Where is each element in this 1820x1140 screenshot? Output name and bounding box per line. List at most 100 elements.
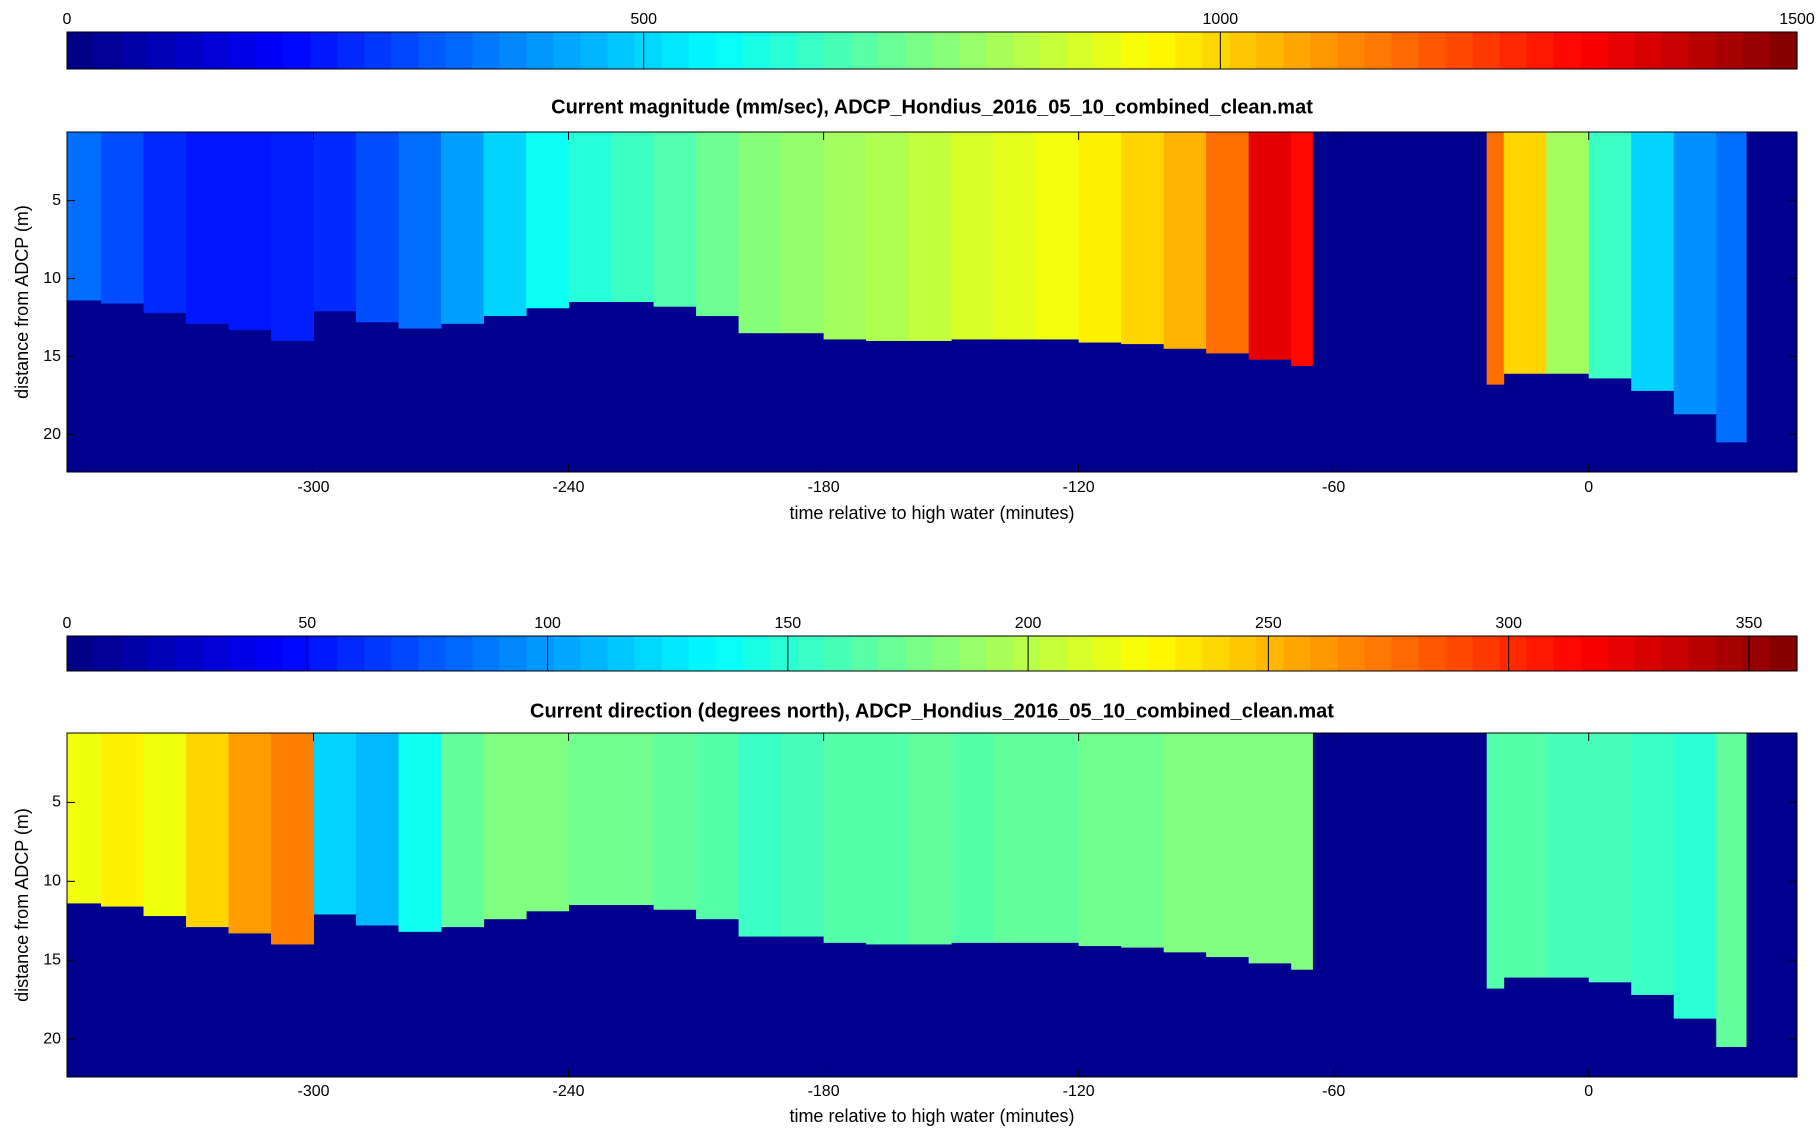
colorbar-segment (1526, 32, 1555, 69)
colorbar-tick-label: 200 (1015, 615, 1042, 632)
heatmap-column (441, 733, 485, 928)
heatmap-column (101, 132, 145, 304)
heatmap-column (611, 733, 655, 905)
colorbar-segment (175, 636, 203, 671)
colorbar-segment (661, 636, 690, 671)
colorbar-segment (67, 636, 95, 671)
x-tick-label: -180 (808, 479, 840, 496)
colorbar-segment (391, 636, 420, 671)
colorbar-tick-label: 300 (1495, 615, 1522, 632)
heatmap-column (781, 733, 825, 937)
y-tick-label: 5 (52, 794, 61, 811)
colorbar-segment (1715, 636, 1744, 671)
colorbar-segment (607, 636, 636, 671)
colorbar-segment (823, 32, 852, 69)
x-tick-label: -300 (298, 479, 330, 496)
colorbar-segment (1499, 32, 1528, 69)
heatmap-column (611, 132, 655, 302)
heatmap-column (993, 132, 1037, 340)
colorbar-segment (1445, 636, 1474, 671)
colorbar-segment (986, 32, 1014, 69)
colorbar-segment (499, 636, 528, 671)
colorbar-segment (1256, 636, 1285, 671)
colorbar-segment (1661, 636, 1690, 671)
colorbar-tick-label: 50 (298, 615, 316, 632)
colorbar-segment (1337, 636, 1366, 671)
colorbar-segment (580, 636, 609, 671)
colorbar-segment (769, 32, 798, 69)
heatmap-column (908, 132, 952, 341)
heatmap-column (1631, 132, 1675, 391)
heatmap-column (1588, 132, 1632, 379)
colorbar-segment (1391, 636, 1420, 671)
colorbar-segment (1526, 636, 1555, 671)
colorbar-segment (256, 636, 284, 671)
x-tick-label: 0 (1584, 479, 1593, 496)
colorbar-segment (1364, 636, 1393, 671)
colorbar-segment (1175, 32, 1203, 69)
colorbar-segment (418, 636, 447, 671)
colorbar-segment (1769, 32, 1798, 69)
colorbar-segment (1553, 636, 1582, 671)
heatmap-column (738, 132, 782, 334)
heatmap-column (1503, 132, 1547, 374)
colorbar-segment (1580, 32, 1609, 69)
y-tick-label: 10 (43, 270, 61, 287)
heatmap-column (696, 733, 740, 920)
x-axis-label: time relative to high water (minutes) (789, 503, 1074, 523)
colorbar-segment (337, 636, 365, 671)
colorbar-segment (634, 636, 663, 671)
colorbar-segment (1661, 32, 1690, 69)
y-tick-label: 15 (43, 951, 61, 968)
colorbar-segment (1445, 32, 1474, 69)
heatmap-column (186, 733, 230, 928)
colorbar-segment (526, 32, 555, 69)
colorbar-segment (1418, 32, 1447, 69)
colorbar-segment (715, 32, 744, 69)
heatmap-column (228, 132, 272, 331)
plot-frame (66, 732, 1798, 1078)
colorbar-segment (850, 32, 879, 69)
colorbar-tick-label: 1500 (1779, 11, 1815, 28)
heatmap-column (951, 733, 995, 943)
heatmap-column (1036, 132, 1080, 340)
colorbar-segment (310, 32, 338, 69)
colorbar-tick-label: 350 (1736, 615, 1763, 632)
colorbar-segment (1040, 32, 1068, 69)
heatmap-column (483, 132, 527, 317)
heatmap-column (1121, 132, 1165, 345)
heatmap-column (313, 132, 357, 312)
heatmap-column (1206, 132, 1250, 354)
heatmap-column (653, 132, 697, 307)
colorbar-segment (1688, 636, 1717, 671)
heatmap-column (823, 733, 867, 943)
plot-frame (66, 131, 1798, 473)
colorbar-segment (796, 636, 825, 671)
heatmap-column (1206, 733, 1250, 958)
colorbar-segment (715, 636, 744, 671)
heatmap-column (1121, 733, 1165, 948)
heatmap-column (271, 733, 315, 945)
heatmap-column (823, 132, 867, 340)
colorbar-segment (202, 32, 230, 69)
colorbar-segment (1607, 636, 1636, 671)
x-tick-label: -300 (298, 1083, 330, 1100)
colorbar-segment (1094, 32, 1122, 69)
colorbar-segment (1715, 32, 1744, 69)
colorbar-tick-label: 0 (63, 615, 72, 632)
heatmap-column (1036, 733, 1080, 943)
x-tick-label: -240 (553, 479, 585, 496)
colorbar-segment (445, 32, 474, 69)
heatmap-column (1503, 733, 1547, 978)
colorbar-segment (1229, 636, 1257, 671)
colorbar-segment (1013, 636, 1041, 671)
colorbar-segment (391, 32, 420, 69)
x-tick-label: -240 (553, 1083, 585, 1100)
heatmap-column (483, 733, 527, 920)
colorbar-segment (553, 636, 582, 671)
heatmap-column (1546, 733, 1590, 978)
colorbar-segment (337, 32, 365, 69)
heatmap-column (101, 733, 145, 907)
heatmap-column (143, 733, 187, 917)
colorbar-segment (580, 32, 609, 69)
